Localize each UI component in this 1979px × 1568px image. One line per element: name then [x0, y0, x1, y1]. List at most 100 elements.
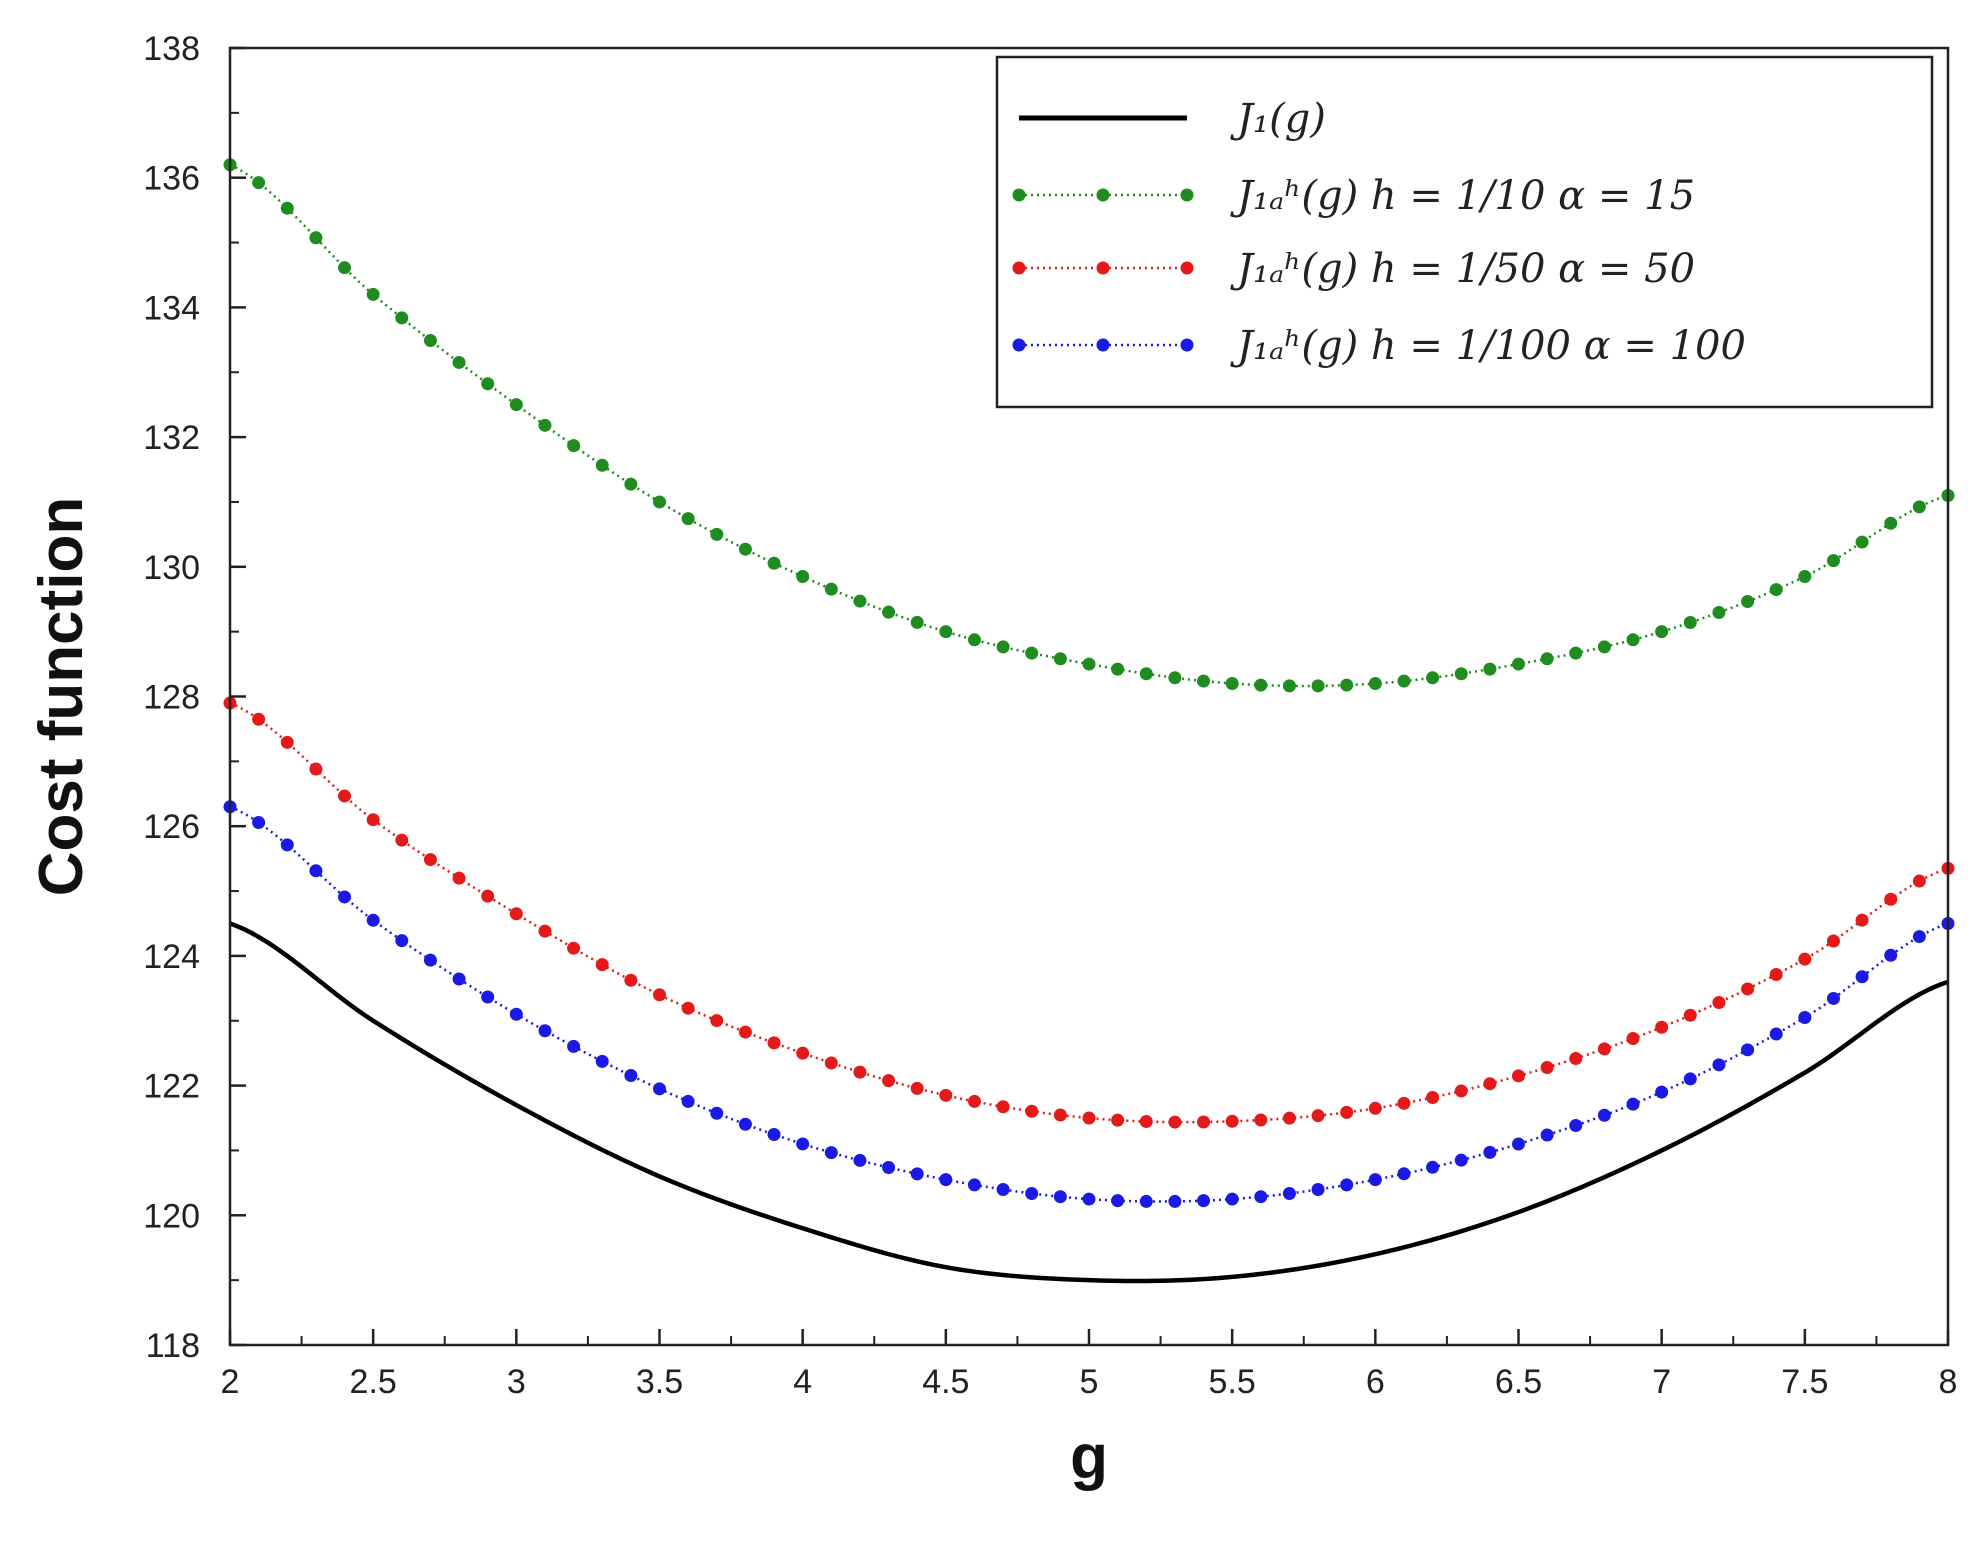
data-point	[1340, 1178, 1354, 1192]
data-point	[1053, 652, 1067, 666]
data-point	[1855, 535, 1869, 549]
data-point	[996, 1100, 1010, 1114]
data-point	[423, 953, 437, 967]
data-point	[996, 640, 1010, 654]
data-point	[1655, 1085, 1669, 1099]
data-point	[1912, 874, 1926, 888]
data-point	[366, 287, 380, 301]
x-tick-label: 7.5	[1781, 1363, 1828, 1401]
y-tick-label: 130	[143, 549, 200, 587]
data-point	[796, 570, 810, 584]
data-point	[853, 594, 867, 608]
series-line	[229, 921, 1949, 1284]
data-point	[1111, 662, 1125, 676]
data-point	[452, 972, 466, 986]
data-point	[1197, 674, 1211, 688]
data-point	[509, 907, 523, 921]
data-point	[1282, 1111, 1296, 1125]
data-point	[252, 176, 266, 190]
data-point	[910, 615, 924, 629]
data-point	[1368, 1173, 1382, 1187]
data-point	[1225, 1192, 1239, 1206]
legend-entry: J₁ₐʰ(g) h = 1/100 α = 100	[1012, 323, 1746, 369]
data-point	[910, 1167, 924, 1181]
data-point	[252, 712, 266, 726]
data-point	[1397, 1096, 1411, 1110]
data-point	[853, 1153, 867, 1167]
data-point	[1025, 1104, 1039, 1118]
y-tick-label: 134	[143, 289, 200, 327]
data-point	[1397, 1167, 1411, 1181]
x-tick-label: 8	[1939, 1363, 1958, 1401]
x-axis-title: g	[1070, 1423, 1108, 1492]
data-point	[1826, 934, 1840, 948]
data-point	[653, 1082, 666, 1096]
data-point	[280, 838, 294, 852]
plot-area	[223, 158, 1955, 1284]
data-point	[967, 1094, 981, 1108]
legend-swatch-marker	[1096, 338, 1110, 352]
data-point	[1197, 1194, 1211, 1208]
y-tick-label: 136	[143, 160, 200, 198]
data-point	[1712, 1058, 1726, 1072]
data-point	[1225, 677, 1239, 691]
data-point	[710, 1106, 724, 1120]
y-tick-label: 124	[143, 938, 200, 976]
data-point	[1483, 662, 1497, 676]
y-tick-label: 126	[143, 808, 200, 846]
data-point	[1139, 1194, 1153, 1208]
data-point	[1626, 633, 1640, 647]
data-point	[1826, 554, 1840, 568]
x-tick-label: 6	[1366, 1363, 1385, 1401]
axes: 2 2.5 3 3.5 4 4.5 5 5.5 6 6.5 7 7.5 8 118 120 122 124 126…	[143, 30, 1957, 1401]
data-point	[567, 439, 581, 453]
data-point	[1597, 1108, 1611, 1122]
data-point	[1368, 677, 1382, 691]
data-point	[1139, 1115, 1153, 1128]
legend-entry: J₁ₐʰ(g) h = 1/10 α = 15	[1012, 173, 1695, 219]
data-point	[1655, 1020, 1669, 1034]
data-point	[1311, 679, 1325, 693]
x-tick-label: 7	[1652, 1363, 1671, 1401]
x-tick-label: 6.5	[1495, 1363, 1542, 1401]
data-point	[967, 633, 981, 647]
data-point	[939, 625, 953, 639]
data-point	[1683, 1072, 1697, 1086]
data-point	[1741, 1043, 1755, 1057]
series-line	[229, 701, 1949, 1124]
legend-label: J₁ₐʰ(g) h = 1/100 α = 100	[1230, 323, 1746, 369]
series-0	[229, 921, 1949, 1284]
data-point	[1626, 1031, 1640, 1045]
y-tick-label: 120	[143, 1197, 200, 1235]
data-point	[481, 377, 495, 391]
data-point	[1111, 1194, 1125, 1208]
data-point	[996, 1183, 1010, 1197]
legend-swatch-marker	[1180, 261, 1194, 275]
data-point	[1912, 500, 1926, 514]
data-point	[309, 762, 323, 776]
x-tick-label: 3	[507, 1363, 526, 1401]
data-point	[309, 864, 323, 878]
data-point	[824, 1056, 838, 1070]
data-point	[280, 735, 294, 749]
legend-swatch-marker	[1012, 188, 1026, 202]
data-point	[1053, 1108, 1067, 1122]
x-tick-label: 2.5	[350, 1363, 397, 1401]
data-point	[882, 1160, 896, 1174]
data-point	[309, 231, 323, 245]
data-point	[481, 990, 495, 1004]
data-point	[767, 1036, 781, 1050]
data-point	[1197, 1115, 1211, 1129]
data-point	[252, 815, 266, 829]
data-point	[366, 913, 380, 927]
data-point	[1569, 1052, 1583, 1066]
data-point	[567, 941, 581, 955]
data-point	[1540, 1128, 1554, 1142]
data-point	[824, 582, 838, 596]
data-point	[624, 973, 638, 987]
data-point	[1454, 1084, 1468, 1098]
series-2	[223, 696, 1955, 1129]
data-point	[452, 355, 466, 369]
data-point	[1168, 671, 1182, 685]
data-point	[423, 334, 437, 348]
